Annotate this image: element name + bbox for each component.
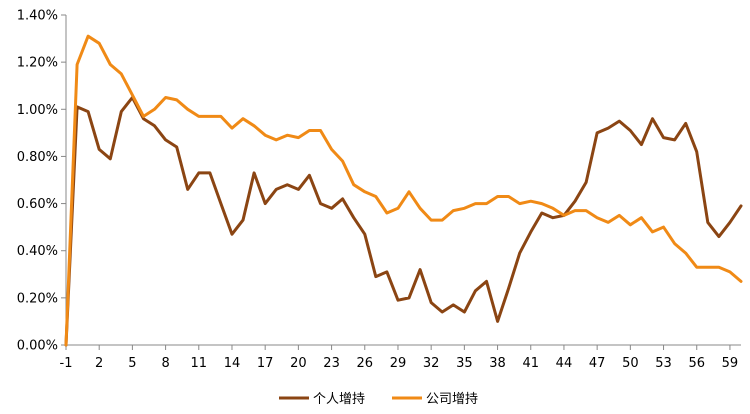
y-tick-label: 0.40% (17, 244, 58, 259)
x-tick-label: 53 (655, 356, 672, 371)
series-layer (64, 34, 743, 347)
x-tick-label: 14 (224, 356, 241, 371)
x-tick-label: 38 (489, 356, 506, 371)
y-tick-label: 0.20% (17, 291, 58, 306)
x-tick-label: 47 (589, 356, 606, 371)
y-tick-label: 0.00% (17, 339, 58, 354)
legend-label-individual: 个人增持 (313, 392, 365, 407)
x-tick-label: 59 (722, 356, 739, 371)
legend: 个人增持 公司增持 (279, 392, 478, 407)
x-tick-label: 11 (191, 356, 208, 371)
x-tick-label: 56 (688, 356, 705, 371)
y-tick-label: 1.20% (17, 56, 58, 71)
series-line-company (64, 34, 743, 347)
x-tick-label: 44 (556, 356, 573, 371)
y-tick-label: 1.40% (17, 9, 58, 24)
y-tick-label: 1.00% (17, 103, 58, 118)
y-tick-label: 0.60% (17, 197, 58, 212)
x-tick-label: 17 (257, 356, 274, 371)
x-tick-label: 23 (323, 356, 340, 371)
legend-label-company: 公司增持 (426, 392, 478, 407)
x-tick-label: 20 (290, 356, 307, 371)
x-tick-label: 50 (622, 356, 639, 371)
y-tick-label: 0.80% (17, 150, 58, 165)
x-tick-label: -1 (60, 356, 73, 371)
x-tick-label: 29 (390, 356, 407, 371)
series-line-individual (64, 96, 743, 347)
x-tick-label: 41 (522, 356, 539, 371)
x-tick-label: 32 (423, 356, 440, 371)
x-tick-label: 5 (128, 356, 136, 371)
x-tick-label: 35 (456, 356, 473, 371)
x-tick-label: 2 (95, 356, 103, 371)
x-tick-label: 26 (356, 356, 373, 371)
y-axis: 0.00% 0.20% 0.40% 0.60% 0.80% 1.00% 1.20% 1.40% (17, 9, 67, 354)
x-axis: -1 2 5 8 11 14 17 20 23 26 29 32 35 38 41 44 47 50 53 56 59 (60, 344, 741, 371)
x-tick-label: 8 (161, 356, 169, 371)
